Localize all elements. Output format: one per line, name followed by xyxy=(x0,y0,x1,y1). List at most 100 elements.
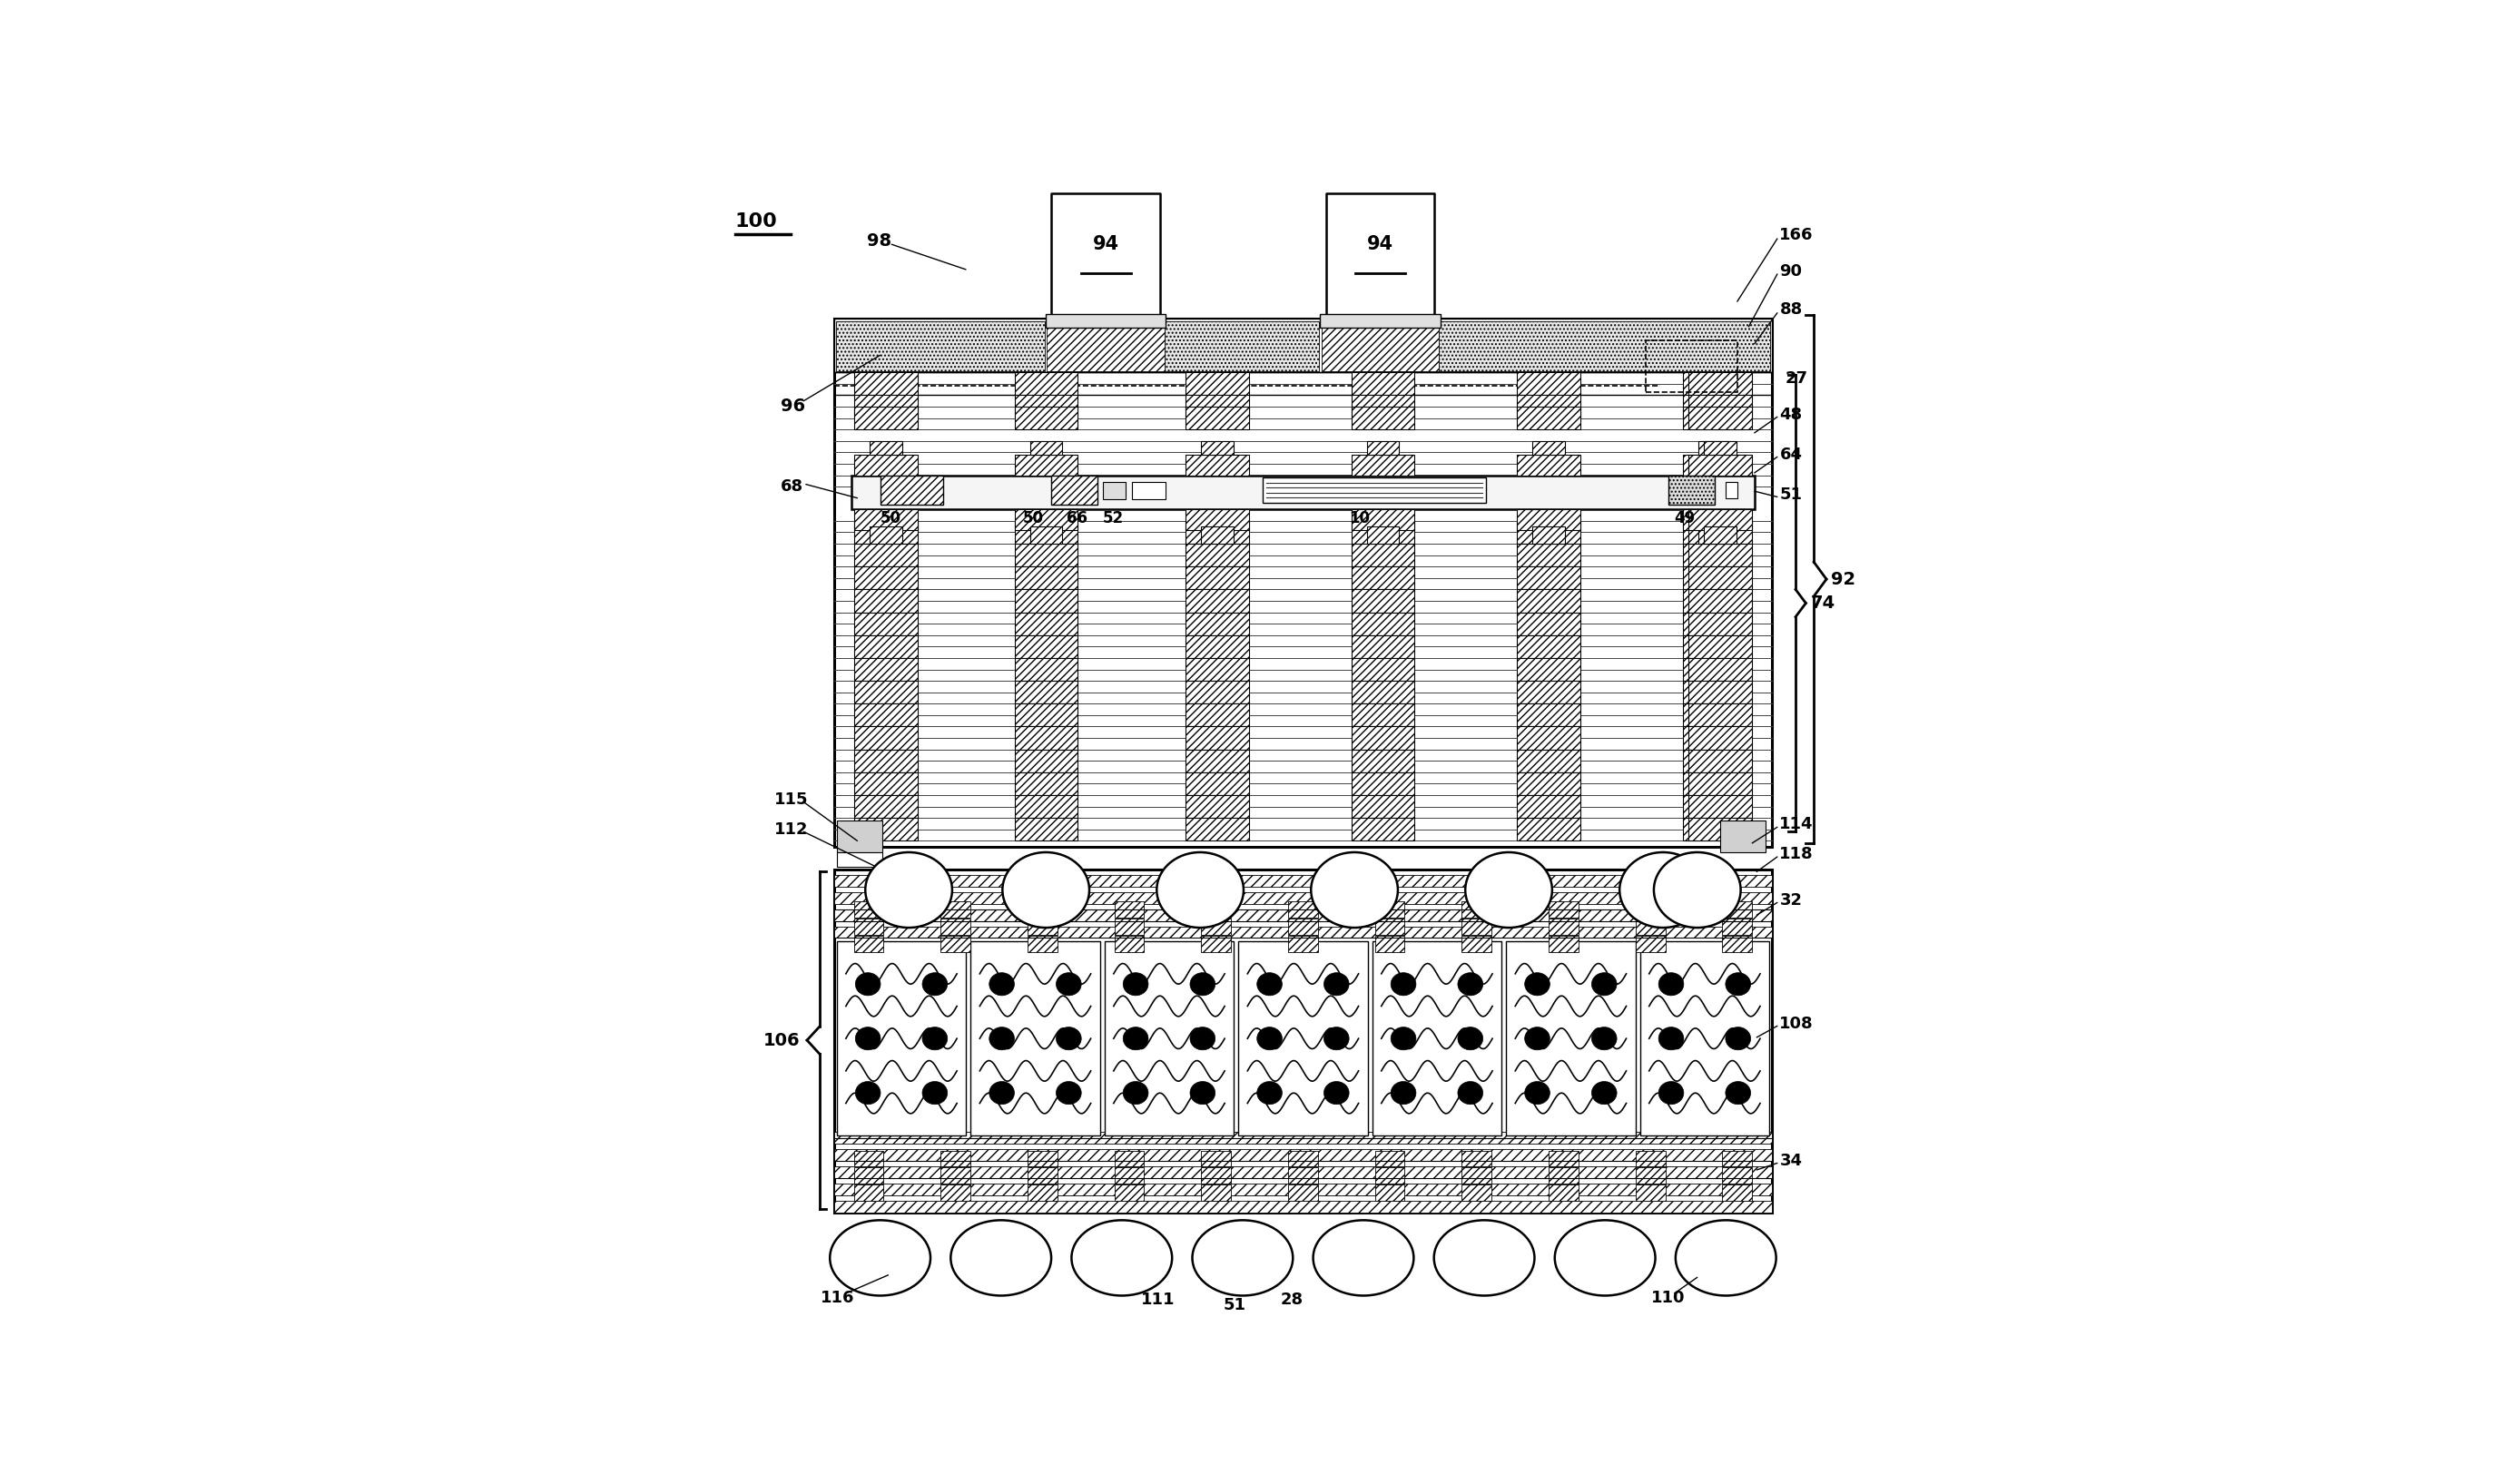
Bar xyxy=(856,681,918,703)
Bar xyxy=(856,543,918,567)
Bar xyxy=(1684,567,1746,589)
Text: 92: 92 xyxy=(1832,570,1857,588)
Ellipse shape xyxy=(951,1220,1051,1296)
Bar xyxy=(1699,441,1731,454)
Ellipse shape xyxy=(1056,1082,1081,1104)
Bar xyxy=(1202,1168,1232,1184)
Bar xyxy=(1014,395,1076,418)
Text: 27: 27 xyxy=(1786,370,1809,386)
Ellipse shape xyxy=(1192,1220,1292,1296)
Bar xyxy=(1029,1168,1056,1184)
Bar xyxy=(1684,454,1746,475)
Bar xyxy=(835,941,966,1135)
Bar xyxy=(1367,527,1400,543)
Bar xyxy=(1352,795,1415,818)
Bar xyxy=(1202,1150,1232,1166)
Ellipse shape xyxy=(989,1082,1014,1104)
Bar xyxy=(1352,543,1415,567)
Bar xyxy=(1014,635,1076,657)
Text: 94: 94 xyxy=(1091,236,1119,254)
Bar xyxy=(1014,818,1076,841)
Bar xyxy=(1262,478,1485,503)
Bar xyxy=(853,1168,883,1184)
Bar xyxy=(1518,589,1581,613)
Text: 108: 108 xyxy=(1779,1015,1814,1031)
Ellipse shape xyxy=(989,1027,1014,1051)
Bar xyxy=(1202,901,1232,917)
Bar xyxy=(1164,321,1320,371)
Text: 88: 88 xyxy=(1779,301,1801,318)
Bar xyxy=(1684,543,1746,567)
Bar xyxy=(1202,936,1232,951)
Ellipse shape xyxy=(856,972,881,996)
Bar xyxy=(1352,635,1415,657)
Ellipse shape xyxy=(1591,972,1616,996)
Bar xyxy=(1518,567,1581,589)
Bar xyxy=(1548,1168,1578,1184)
Bar xyxy=(1721,1168,1751,1184)
Bar xyxy=(1689,543,1751,567)
Bar xyxy=(1114,1184,1144,1201)
Bar xyxy=(1051,475,1096,505)
Bar xyxy=(1187,567,1249,589)
Bar xyxy=(1202,1184,1232,1201)
Ellipse shape xyxy=(1257,1082,1282,1104)
Ellipse shape xyxy=(1676,1220,1776,1296)
Bar xyxy=(1287,1184,1317,1201)
Bar xyxy=(1721,1184,1751,1201)
Ellipse shape xyxy=(1591,1027,1616,1051)
Bar xyxy=(1463,901,1490,917)
Bar xyxy=(856,395,918,418)
Bar xyxy=(1202,441,1234,454)
Ellipse shape xyxy=(1390,972,1415,996)
Bar xyxy=(1684,657,1746,681)
Text: 115: 115 xyxy=(773,791,808,807)
Bar xyxy=(856,818,918,841)
Text: 50: 50 xyxy=(1024,510,1044,527)
Bar xyxy=(1187,407,1249,429)
Bar xyxy=(1548,1184,1578,1201)
Bar xyxy=(1726,482,1736,499)
Bar xyxy=(1689,795,1751,818)
Bar xyxy=(1689,372,1751,395)
Bar xyxy=(1187,727,1249,749)
Bar xyxy=(1375,1168,1405,1184)
Bar xyxy=(1463,1184,1490,1201)
Bar xyxy=(1440,321,1771,371)
Text: 74: 74 xyxy=(1811,595,1834,611)
Bar xyxy=(1014,613,1076,635)
Ellipse shape xyxy=(830,1220,931,1296)
Text: 98: 98 xyxy=(866,233,891,249)
Bar xyxy=(1518,372,1581,395)
Bar xyxy=(1721,919,1751,935)
Bar xyxy=(1014,681,1076,703)
Text: 68: 68 xyxy=(780,478,803,494)
Bar xyxy=(835,910,1771,920)
Bar xyxy=(1187,613,1249,635)
Bar xyxy=(1636,901,1666,917)
Bar xyxy=(1689,818,1751,841)
Bar xyxy=(1689,509,1751,530)
Bar xyxy=(1375,901,1405,917)
Bar xyxy=(856,727,918,749)
Bar xyxy=(856,657,918,681)
Bar xyxy=(1014,372,1076,395)
Bar xyxy=(1518,795,1581,818)
Text: 28: 28 xyxy=(1280,1293,1302,1309)
Ellipse shape xyxy=(1312,1220,1413,1296)
Text: 111: 111 xyxy=(1142,1293,1174,1309)
Bar xyxy=(856,795,918,818)
Text: 34: 34 xyxy=(1779,1153,1801,1169)
Bar xyxy=(1548,1150,1578,1166)
Bar xyxy=(1636,1150,1666,1166)
Bar xyxy=(1463,1168,1490,1184)
Text: 49: 49 xyxy=(1674,510,1696,527)
Bar xyxy=(1689,407,1751,429)
Bar xyxy=(1372,941,1500,1135)
Ellipse shape xyxy=(1004,852,1089,928)
Bar xyxy=(941,901,971,917)
Bar xyxy=(1014,509,1076,530)
Ellipse shape xyxy=(1312,852,1398,928)
Bar xyxy=(1684,407,1746,429)
Bar xyxy=(1689,589,1751,613)
